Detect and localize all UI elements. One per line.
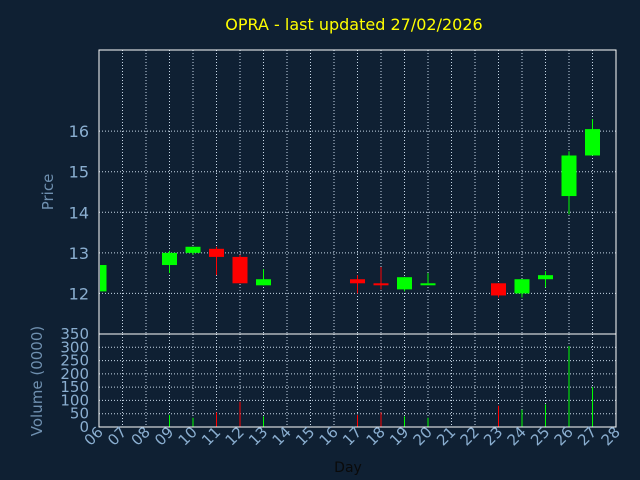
price-grid: [99, 50, 616, 334]
candle-body-24: [514, 279, 530, 294]
candle-body-13: [256, 279, 271, 286]
volume-axis-label: Volume (0000): [28, 326, 46, 436]
x-axis-label: Day: [334, 460, 362, 476]
candle-body-17: [350, 279, 365, 284]
candle-body-11: [209, 248, 224, 257]
volume-y-tick-label: 350: [60, 325, 89, 343]
volume-y-tick-label: 150: [60, 378, 89, 396]
candle-body-26: [561, 155, 577, 197]
volume-panel-frame: [98, 333, 617, 428]
price-candles: [98, 118, 600, 298]
candle-body-20: [420, 283, 436, 286]
volume-y-tick-label: 300: [60, 338, 89, 356]
chart-title: OPRA - last updated 27/02/2026: [225, 15, 482, 34]
x-tick-labels: 0607080910111213141516171819202122232425…: [81, 423, 624, 449]
price-y-tick-label: 16: [69, 122, 89, 141]
volume-y-tick-label: 200: [60, 365, 89, 383]
volume-y-tick-label: 250: [60, 352, 89, 370]
volume-y-tick-label: 100: [60, 391, 89, 409]
volume-y-tick-label: 50: [70, 405, 89, 423]
price-panel: 12 13 14 15 16 Price: [39, 49, 617, 335]
candle-body-18: [373, 283, 389, 286]
candle-body-10: [185, 246, 201, 253]
candle-body-19: [397, 277, 412, 290]
price-y-tick-label: 13: [69, 244, 89, 263]
volume-bars: [98, 345, 593, 427]
candle-body-25: [538, 275, 553, 280]
price-y-tick-labels: 12 13 14 15 16: [69, 122, 89, 303]
price-y-tick-label: 14: [69, 203, 89, 222]
price-y-tick-label: 15: [69, 163, 89, 182]
candle-body-23: [491, 283, 506, 296]
price-y-tick-label: 12: [69, 284, 89, 303]
volume-y-tick-label: 0: [79, 418, 89, 436]
price-axis-label: Price: [39, 174, 57, 211]
candle-body-27: [585, 129, 600, 156]
candle-body-12: [232, 256, 248, 284]
candle-body-06: [100, 265, 107, 292]
candle-body-09: [162, 252, 177, 266]
